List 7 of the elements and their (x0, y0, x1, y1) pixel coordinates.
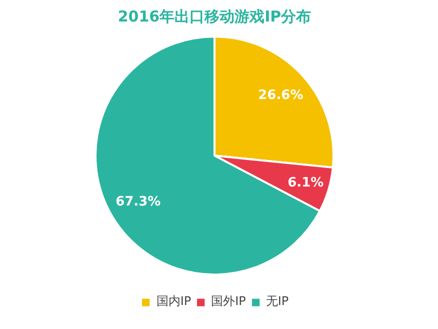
data-label: 67.3% (116, 194, 161, 210)
chart-title: 2016年出口移动游戏IP分布 (118, 8, 312, 26)
legend-label: 国外IP (211, 293, 246, 310)
data-label: 6.1% (288, 176, 324, 191)
legend-label: 国内IP (156, 293, 192, 310)
data-label: 26.6% (258, 88, 304, 104)
legend-label: 无IP (266, 293, 289, 310)
